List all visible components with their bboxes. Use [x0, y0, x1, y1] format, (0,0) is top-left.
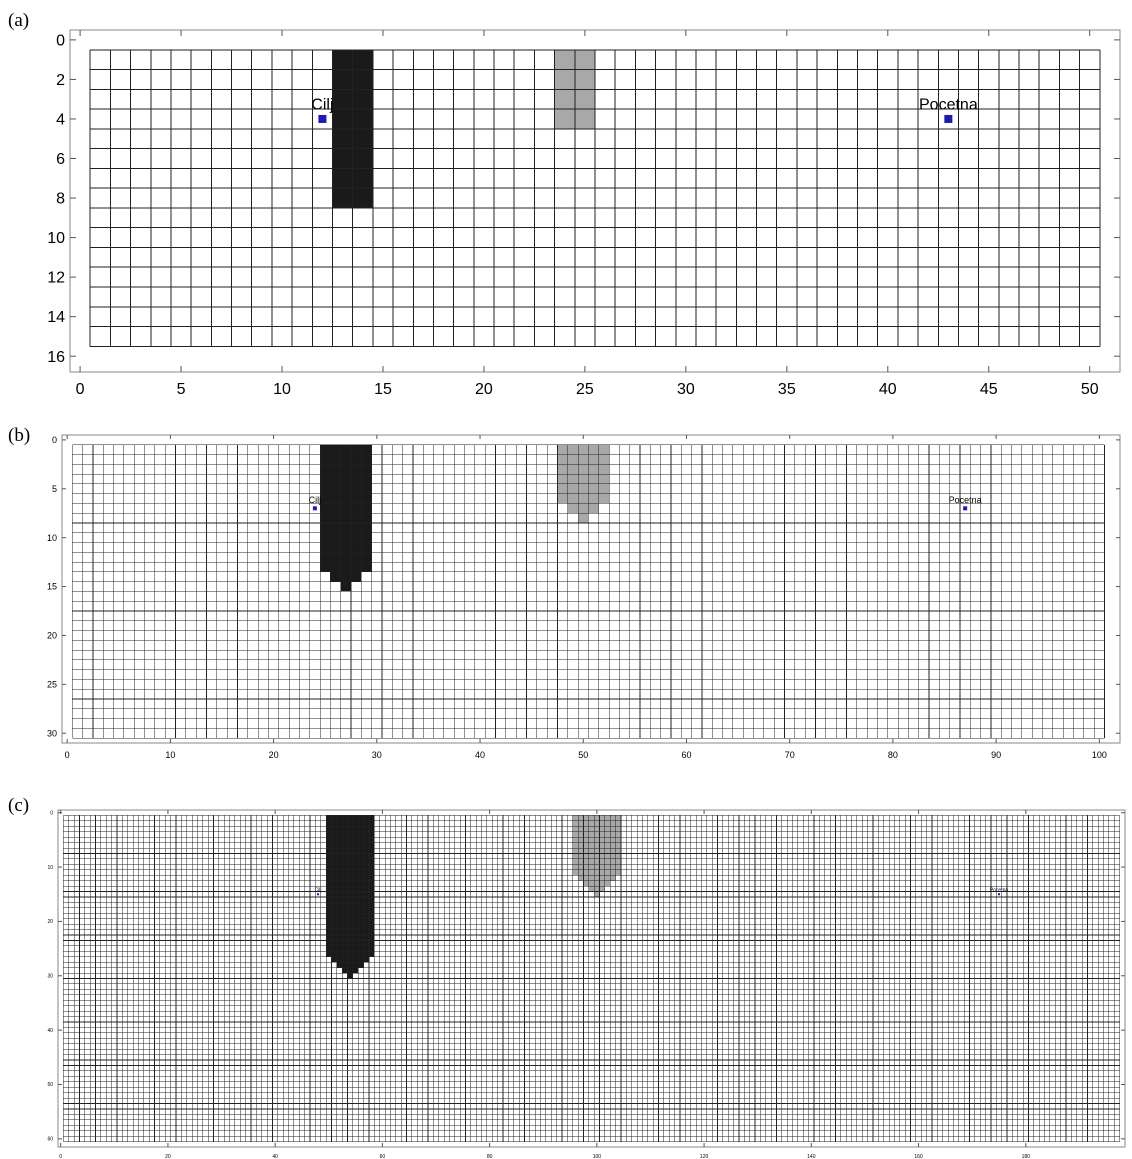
y-tick-label: 50 [47, 1082, 53, 1088]
obstacle-cell [578, 875, 616, 881]
x-tick-label: 5 [177, 381, 186, 398]
x-tick-label: 20 [269, 750, 279, 760]
obstacle-cell [336, 962, 364, 968]
x-tick-label: 10 [165, 750, 175, 760]
x-tick-label: 30 [372, 750, 382, 760]
obstacle-cell [330, 571, 362, 582]
x-tick-label: 0 [65, 750, 70, 760]
point-marker [997, 893, 1000, 896]
obstacle-cell [331, 956, 369, 963]
x-tick-label: 160 [914, 1154, 923, 1159]
x-tick-label: 30 [677, 381, 695, 398]
y-tick-label: 25 [47, 679, 57, 689]
y-tick-label: 60 [47, 1137, 53, 1143]
y-tick-label: 5 [52, 484, 57, 494]
point-label: Pocetna [949, 495, 982, 505]
x-tick-label: 15 [374, 381, 392, 398]
x-tick-label: 45 [980, 381, 998, 398]
grid-lines [72, 444, 1105, 739]
y-tick-label: 0 [50, 810, 53, 816]
grid-lines [89, 49, 1101, 347]
y-tick-label: 10 [47, 533, 57, 543]
y-tick-label: 12 [47, 270, 65, 287]
point-label: Pocetna [990, 888, 1009, 894]
y-tick-label: 8 [56, 191, 65, 208]
obstacle-cell [594, 891, 600, 897]
x-tick-label: 100 [593, 1154, 602, 1159]
obstacle-cell [340, 581, 352, 592]
point-marker [944, 114, 953, 123]
x-tick-label: 50 [578, 750, 588, 760]
obstacle-cell [572, 815, 621, 876]
point-label: Cilj [311, 96, 333, 113]
panel-label: (b) [8, 425, 31, 446]
x-tick-label: 120 [700, 1154, 709, 1159]
y-tick-label: 30 [47, 974, 53, 980]
y-tick-label: 16 [47, 349, 65, 366]
y-tick-label: 10 [47, 865, 53, 871]
obstacle-cell [320, 444, 372, 572]
grid-plot: 0 10 20 30 40 50 60 70 80 90 100 0 5 10 15 20 25 30 Cilj Po… [47, 434, 1121, 760]
obstacle-cell [578, 513, 589, 523]
y-tick-label: 14 [47, 309, 65, 326]
x-tick-label: 35 [778, 381, 796, 398]
x-tick-label: 40 [272, 1154, 278, 1159]
x-tick-label: 60 [681, 750, 691, 760]
panel-label: (a) [8, 10, 30, 31]
x-tick-label: 100 [1092, 750, 1107, 760]
panel-c: (c) 0 20 40 60 80 100 120 140 160 180 0 10 20 30 40 50 6… [0, 795, 1132, 1159]
point-label: Cilj [309, 495, 322, 505]
x-tick-label: 80 [888, 750, 898, 760]
x-tick-label: 10 [273, 381, 291, 398]
panel-b: (b) 0 10 20 30 40 50 60 70 80 90 100 0 5 10 15 20 25 30 Ci… [0, 425, 1132, 770]
y-tick-label: 20 [47, 919, 53, 925]
obstacle-cell [347, 973, 353, 979]
x-tick-label: 40 [879, 381, 897, 398]
y-tick-label: 4 [56, 112, 65, 129]
x-tick-label: 70 [785, 750, 795, 760]
point-marker [318, 114, 327, 123]
y-tick-label: 2 [56, 72, 65, 89]
y-tick-label: 10 [47, 230, 65, 247]
y-tick-label: 6 [56, 151, 65, 168]
x-tick-label: 50 [1081, 381, 1099, 398]
panel-a: (a) 0 5 10 15 20 25 30 35 40 45 50 0 2 4 6 8 10 12 14 16 Cil… [0, 10, 1132, 410]
obstacle-cell [342, 967, 359, 974]
panel-label: (c) [8, 795, 30, 816]
x-tick-label: 180 [1022, 1154, 1031, 1159]
y-tick-label: 40 [47, 1028, 53, 1034]
obstacle-cell [567, 503, 599, 514]
x-tick-label: 60 [380, 1154, 386, 1159]
grid-lines [63, 815, 1120, 1142]
y-tick-label: 15 [47, 582, 57, 592]
obstacle-cell [583, 880, 611, 887]
point-marker [963, 506, 968, 511]
point-label: Pocetna [919, 96, 978, 113]
x-tick-label: 90 [991, 750, 1001, 760]
x-tick-label: 25 [576, 381, 594, 398]
x-tick-label: 0 [59, 1154, 62, 1159]
point-label: Cilj [315, 888, 322, 894]
grid-plot: 0 20 40 60 80 100 120 140 160 180 0 10 20 30 40 50 60 Cil… [47, 809, 1126, 1159]
obstacle-cell [588, 886, 605, 892]
x-tick-label: 140 [807, 1154, 816, 1159]
x-tick-label: 80 [487, 1154, 493, 1159]
y-tick-label: 0 [52, 435, 57, 445]
grid-plot: 0 5 10 15 20 25 30 35 40 45 50 0 2 4 6 8 10 12 14 16 Cilj Poc… [47, 29, 1121, 398]
point-marker [317, 893, 320, 896]
y-tick-label: 20 [47, 631, 57, 641]
point-marker [312, 506, 317, 511]
x-tick-label: 20 [165, 1154, 171, 1159]
y-tick-label: 0 [56, 32, 65, 49]
x-tick-label: 20 [475, 381, 493, 398]
y-tick-label: 30 [47, 728, 57, 738]
x-tick-label: 40 [475, 750, 485, 760]
x-tick-label: 0 [76, 381, 85, 398]
